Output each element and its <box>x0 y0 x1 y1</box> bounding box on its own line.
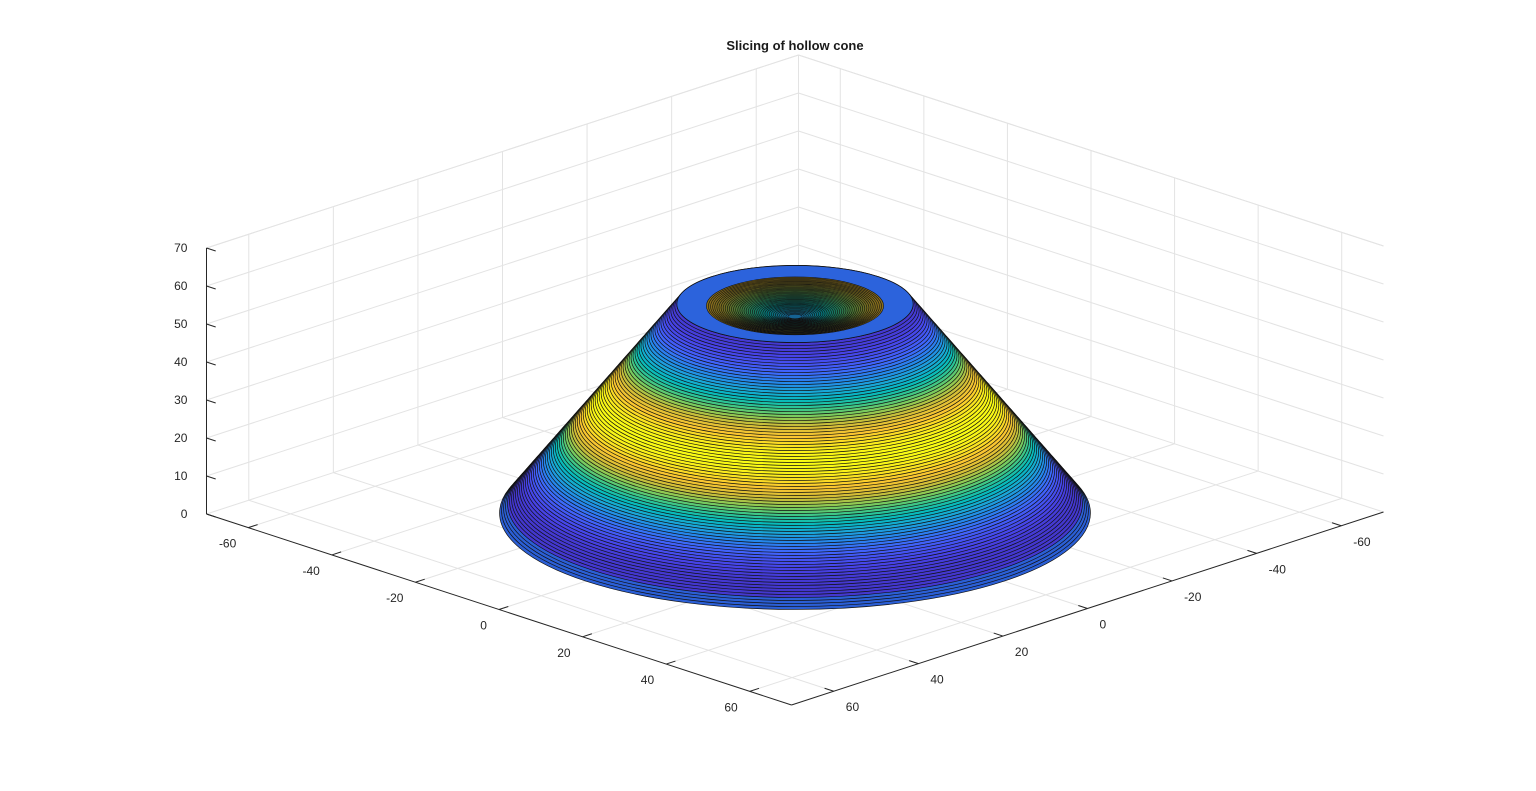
y-tick-label: -20 <box>1184 590 1202 604</box>
z-tick-label: 40 <box>174 355 188 369</box>
grid-line-z <box>206 130 799 325</box>
z-tick-label: 0 <box>181 507 188 521</box>
grid-line-z <box>798 206 1384 399</box>
x-tick-mark <box>331 551 342 556</box>
y-tick-label: -60 <box>1353 535 1371 549</box>
y-tick-label: 60 <box>846 700 860 714</box>
z-tick-label: 30 <box>174 393 188 407</box>
z-tick-label: 20 <box>174 431 188 445</box>
z-tick-mark <box>206 361 216 366</box>
x-tick-mark <box>248 524 258 529</box>
grid-line-y <box>248 499 834 692</box>
y-tick-label: 40 <box>930 673 944 687</box>
x-tick-label: 60 <box>724 700 738 714</box>
y-tick-label: 20 <box>1015 645 1029 659</box>
z-tick-mark <box>206 285 216 290</box>
grid-line-z <box>206 244 799 439</box>
axes <box>205 247 1384 706</box>
y-tick-mark <box>1078 605 1088 609</box>
y-tick-mark <box>824 687 834 692</box>
x-tick-mark <box>749 687 760 692</box>
z-tick-mark <box>206 247 216 252</box>
x-tick-label: 0 <box>480 619 487 633</box>
z-tick-mark <box>206 475 216 480</box>
cone-inner-slice <box>787 313 803 320</box>
cone-surface <box>499 265 1091 610</box>
grid-line-z <box>206 168 799 363</box>
z-tick-label: 60 <box>174 279 188 293</box>
grid-line-z <box>798 130 1384 323</box>
x-tick-mark <box>498 605 509 610</box>
z-tick-label: 10 <box>174 469 188 483</box>
y-tick-label: 0 <box>1100 618 1107 632</box>
z-tick-mark <box>206 513 216 518</box>
z-tick-label: 50 <box>174 317 188 331</box>
grid-line-z <box>206 206 799 401</box>
y-tick-mark <box>909 660 919 665</box>
x-tick-label: 20 <box>557 646 571 660</box>
y-tick-mark <box>1162 577 1173 582</box>
x-tick-label: -40 <box>303 564 321 578</box>
grid-line-z <box>798 168 1384 361</box>
x-tick-mark <box>582 633 593 638</box>
z-tick-mark <box>206 399 216 404</box>
x-tick-label: -60 <box>219 537 237 551</box>
z-tick-mark <box>206 323 216 328</box>
grid-line-z <box>798 92 1384 285</box>
grid-edge <box>798 54 1384 247</box>
z-tick-label: 70 <box>174 241 188 255</box>
x-tick-mark <box>415 578 425 583</box>
x-tick-label: 40 <box>641 673 655 687</box>
y-tick-mark <box>1331 522 1342 527</box>
grid-edge <box>206 54 799 249</box>
y-tick-mark <box>993 632 1004 637</box>
x-tick-mark <box>665 660 676 665</box>
z-tick-mark <box>206 437 216 442</box>
grid-line-z <box>206 92 799 287</box>
chart-title: Slicing of hollow cone <box>726 38 863 53</box>
y-tick-mark <box>1247 549 1257 554</box>
x-tick-label: -20 <box>386 591 404 605</box>
grid-line-z <box>798 244 1384 437</box>
y-tick-label: -40 <box>1269 562 1287 576</box>
tick-labels: -60 -40 -20 0 20 40 60 -60 -40 -20 0 20 40 60 0 10 20 30 4… <box>174 241 1371 714</box>
